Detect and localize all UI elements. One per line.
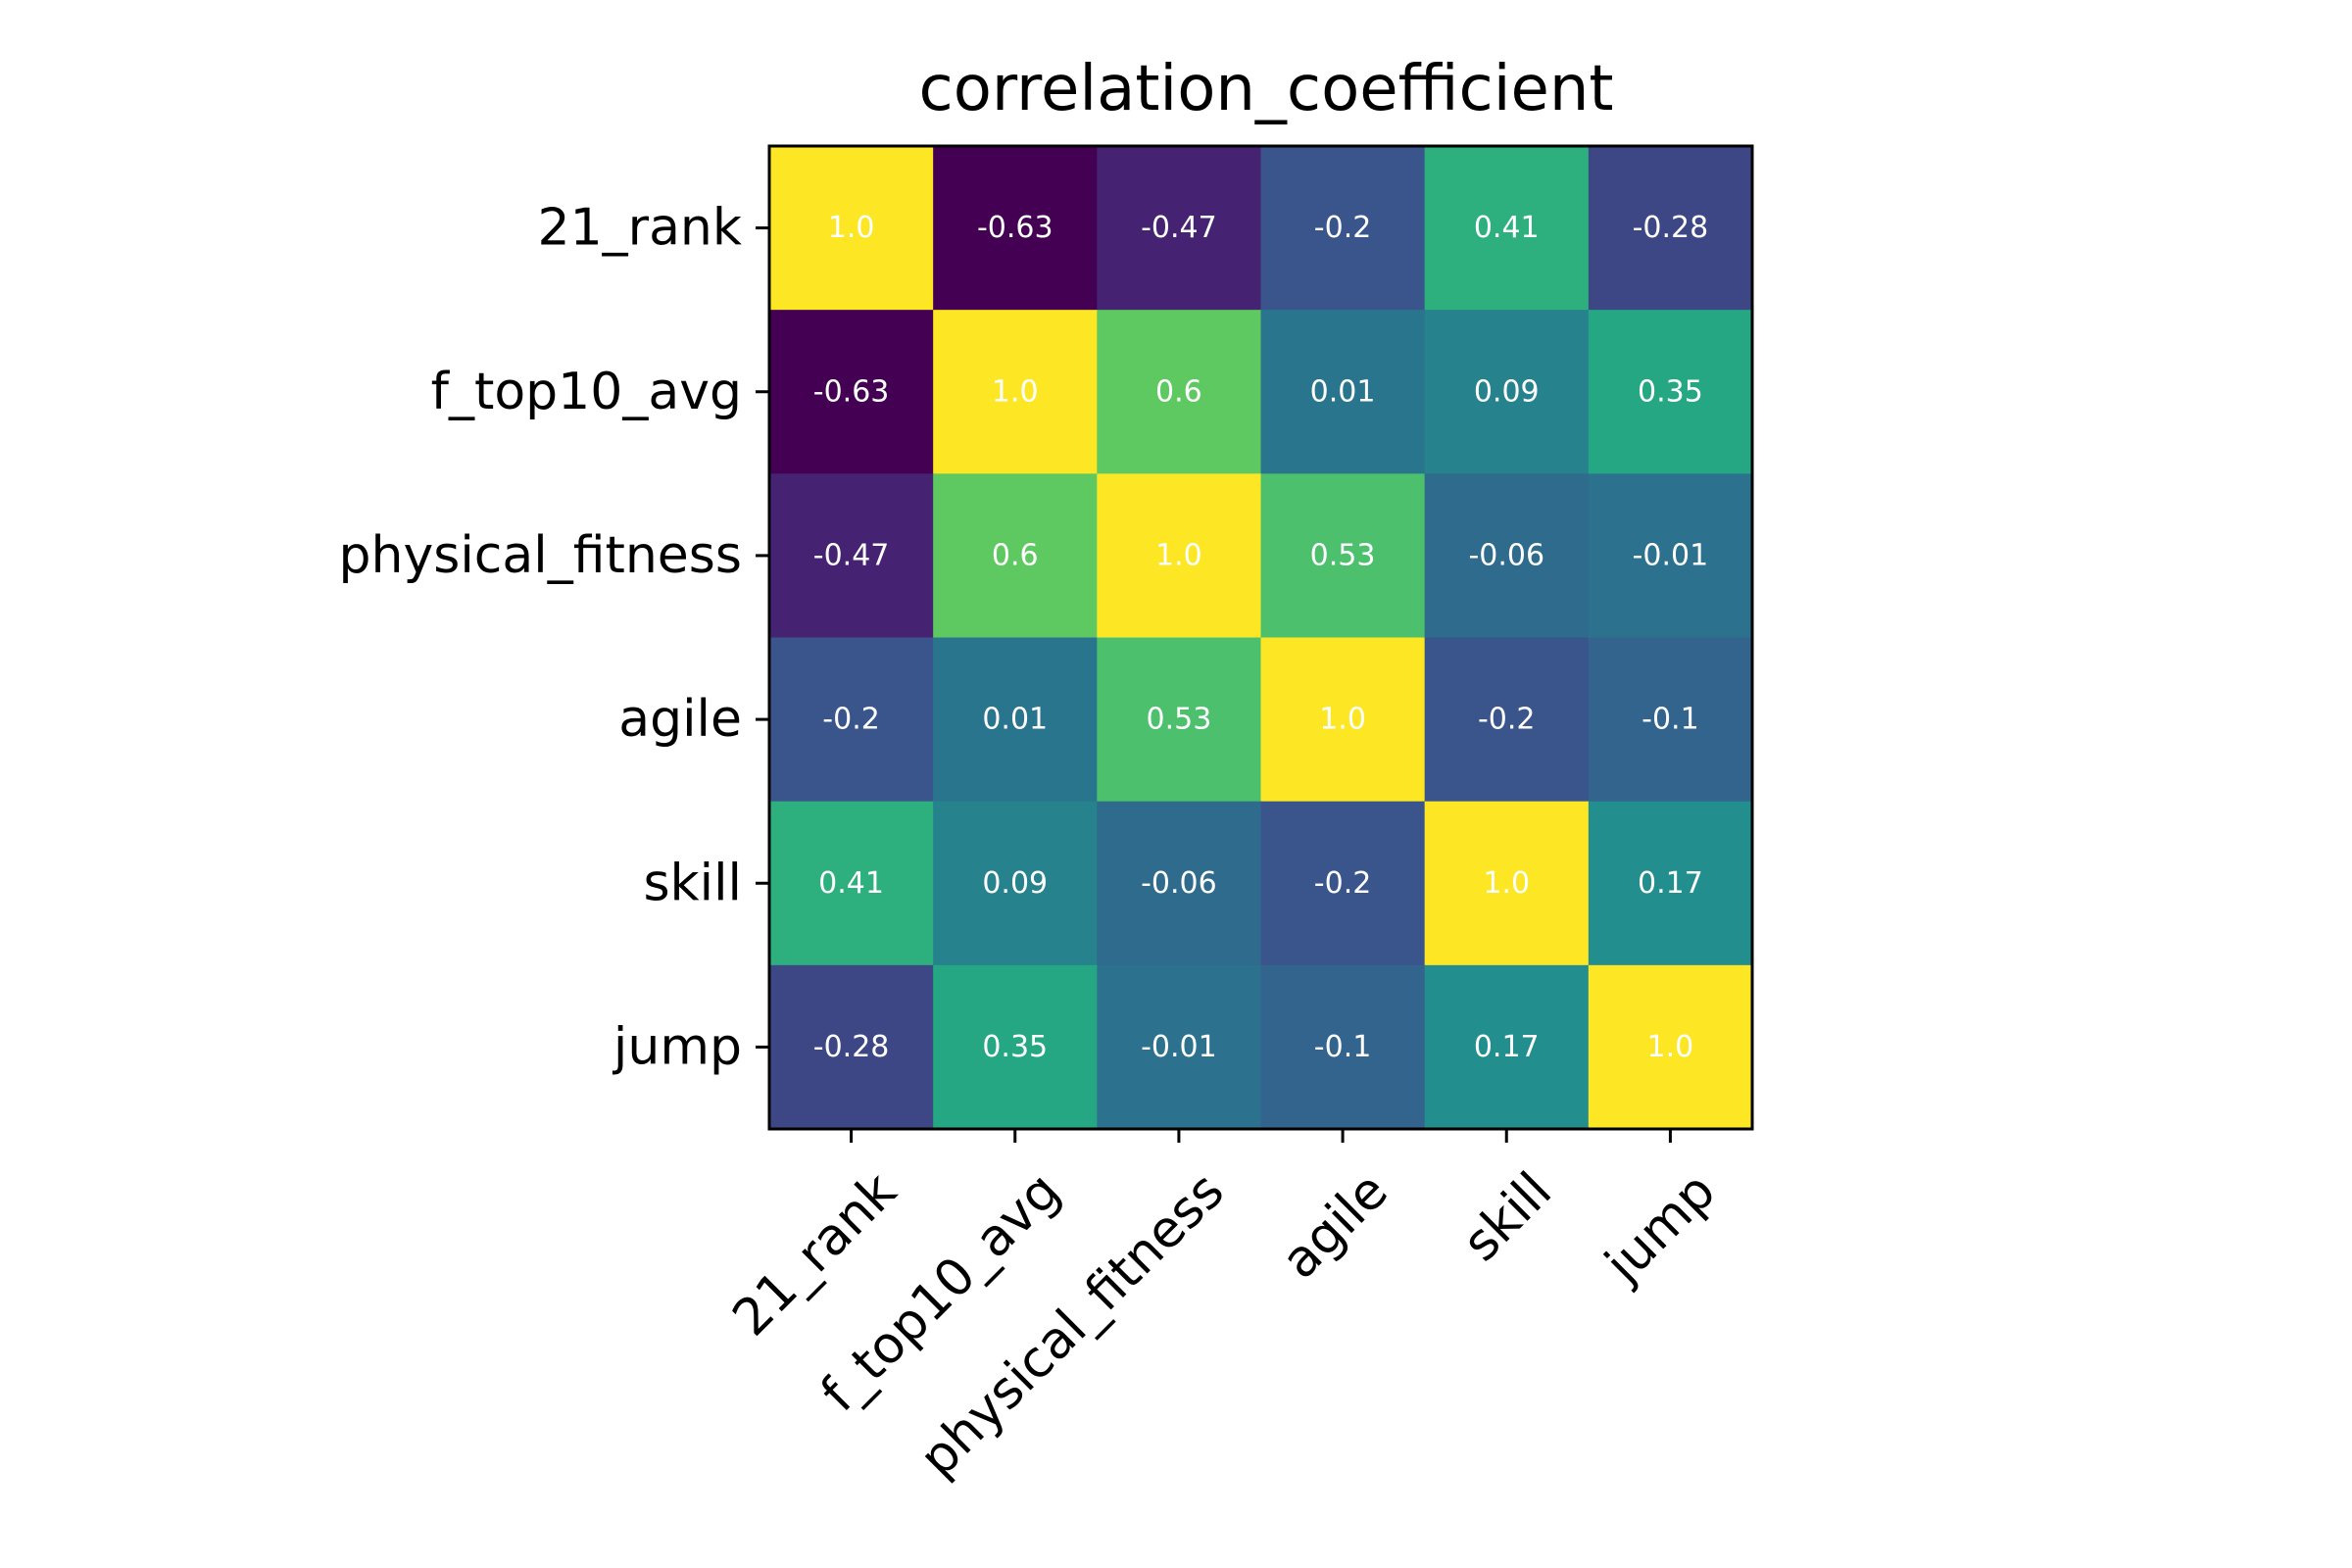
heatmap-cell bbox=[1260, 146, 1426, 311]
plot-frame bbox=[767, 144, 1754, 1131]
cell-value-label: 0.35 bbox=[982, 1030, 1048, 1064]
chart-title: correlation_coefficient bbox=[919, 53, 1614, 125]
heatmap-cell bbox=[1260, 637, 1426, 803]
heatmap-cell bbox=[1097, 637, 1261, 803]
heatmap-cell bbox=[769, 146, 934, 311]
cell-value-label: -0.01 bbox=[1141, 1030, 1217, 1064]
heatmap-cell bbox=[1260, 310, 1426, 474]
heatmap-cell bbox=[1588, 801, 1753, 966]
heatmap-cell bbox=[1424, 637, 1590, 803]
heatmap-cell bbox=[769, 801, 934, 966]
cell-value-label: 0.17 bbox=[1638, 866, 1703, 901]
heatmap-cell bbox=[1588, 637, 1753, 803]
heatmap-cell bbox=[1588, 146, 1753, 311]
heatmap-cell bbox=[933, 310, 1098, 474]
heatmap-cell bbox=[1097, 964, 1261, 1130]
cell-value-label: 0.53 bbox=[1147, 703, 1212, 737]
heatmap-cell bbox=[1097, 146, 1261, 311]
y-tick-label: f_top10_avg bbox=[431, 363, 742, 421]
cell-value-label: -0.63 bbox=[813, 374, 890, 409]
heatmap-cell bbox=[933, 637, 1098, 803]
cell-value-label: 0.35 bbox=[1638, 374, 1703, 409]
cell-value-label: -0.06 bbox=[1141, 866, 1217, 901]
cell-value-label: 0.53 bbox=[1310, 538, 1376, 572]
cell-value-labels: 1.0 -0.63 -0.47 -0.2 0.41 -0.28 -0.63 1.0 0.6 0.0… bbox=[813, 211, 1708, 1064]
cell-value-label: 0.6 bbox=[992, 538, 1039, 572]
cell-value-label: -0.47 bbox=[1141, 211, 1217, 245]
y-tick-label: jump bbox=[612, 1017, 742, 1076]
heatmap-cell bbox=[769, 310, 934, 474]
cell-value-label: 1.0 bbox=[1647, 1030, 1694, 1064]
heatmap-cell bbox=[1424, 310, 1590, 474]
cell-value-label: -0.2 bbox=[1478, 703, 1536, 737]
cell-value-label: 0.09 bbox=[982, 866, 1048, 901]
heatmap-cell bbox=[1588, 310, 1753, 474]
heatmap-cell bbox=[1588, 473, 1753, 638]
heatmap-cell bbox=[1424, 473, 1590, 638]
heatmap-cell bbox=[933, 146, 1098, 311]
cell-value-label: 1.0 bbox=[1483, 866, 1530, 901]
heatmap-cell bbox=[1588, 964, 1753, 1130]
heatmap-cell bbox=[933, 964, 1098, 1130]
y-tick-label: 21_rank bbox=[538, 199, 742, 258]
cell-value-label: -0.28 bbox=[813, 1030, 890, 1064]
y-tick-label: agile bbox=[618, 690, 742, 749]
heatmap-cell bbox=[933, 473, 1098, 638]
cell-value-label: 1.0 bbox=[1319, 703, 1366, 737]
heatmap-cell bbox=[769, 637, 934, 803]
heatmap-cell bbox=[933, 801, 1098, 966]
cell-value-label: 0.6 bbox=[1155, 374, 1202, 409]
cell-value-label: 0.41 bbox=[1474, 211, 1540, 245]
cell-value-label: -0.28 bbox=[1633, 211, 1709, 245]
cell-value-label: -0.47 bbox=[813, 538, 890, 572]
y-tick-label: skill bbox=[643, 854, 742, 912]
cell-value-label: -0.63 bbox=[977, 211, 1054, 245]
cell-value-label: 0.41 bbox=[818, 866, 884, 901]
heatmap-cell bbox=[1260, 473, 1426, 638]
cell-value-label: -0.01 bbox=[1633, 538, 1709, 572]
cell-value-label: 1.0 bbox=[1155, 538, 1202, 572]
cell-value-label: -0.2 bbox=[1314, 866, 1372, 901]
cell-value-label: -0.2 bbox=[1314, 211, 1372, 245]
heatmap-cell bbox=[1260, 801, 1426, 966]
heatmap-cell bbox=[1097, 310, 1261, 474]
cell-value-label: -0.06 bbox=[1468, 538, 1544, 572]
heatmap-cell bbox=[1097, 473, 1261, 638]
heatmap-cell bbox=[1260, 964, 1426, 1130]
cell-value-label: 1.0 bbox=[992, 374, 1039, 409]
heatmap-cell bbox=[1424, 801, 1590, 966]
heatmap-cell bbox=[769, 964, 934, 1130]
cell-value-label: -0.1 bbox=[1642, 703, 1699, 737]
cell-value-label: 0.01 bbox=[982, 703, 1048, 737]
heatmap-cell bbox=[1424, 964, 1590, 1130]
cell-value-label: 0.01 bbox=[1310, 374, 1376, 409]
cell-value-label: 0.17 bbox=[1474, 1030, 1540, 1064]
cell-value-label: 1.0 bbox=[828, 211, 875, 245]
cell-value-label: -0.2 bbox=[822, 703, 880, 737]
heatmap-cell bbox=[1097, 801, 1261, 966]
y-tick-label: physical_fitness bbox=[339, 526, 742, 585]
cell-value-label: -0.1 bbox=[1314, 1030, 1372, 1064]
heatmap-cell bbox=[1424, 146, 1590, 311]
cell-value-label: 0.09 bbox=[1474, 374, 1540, 409]
heatmap-cell bbox=[769, 473, 934, 638]
heatmap-cells bbox=[769, 146, 1753, 1130]
